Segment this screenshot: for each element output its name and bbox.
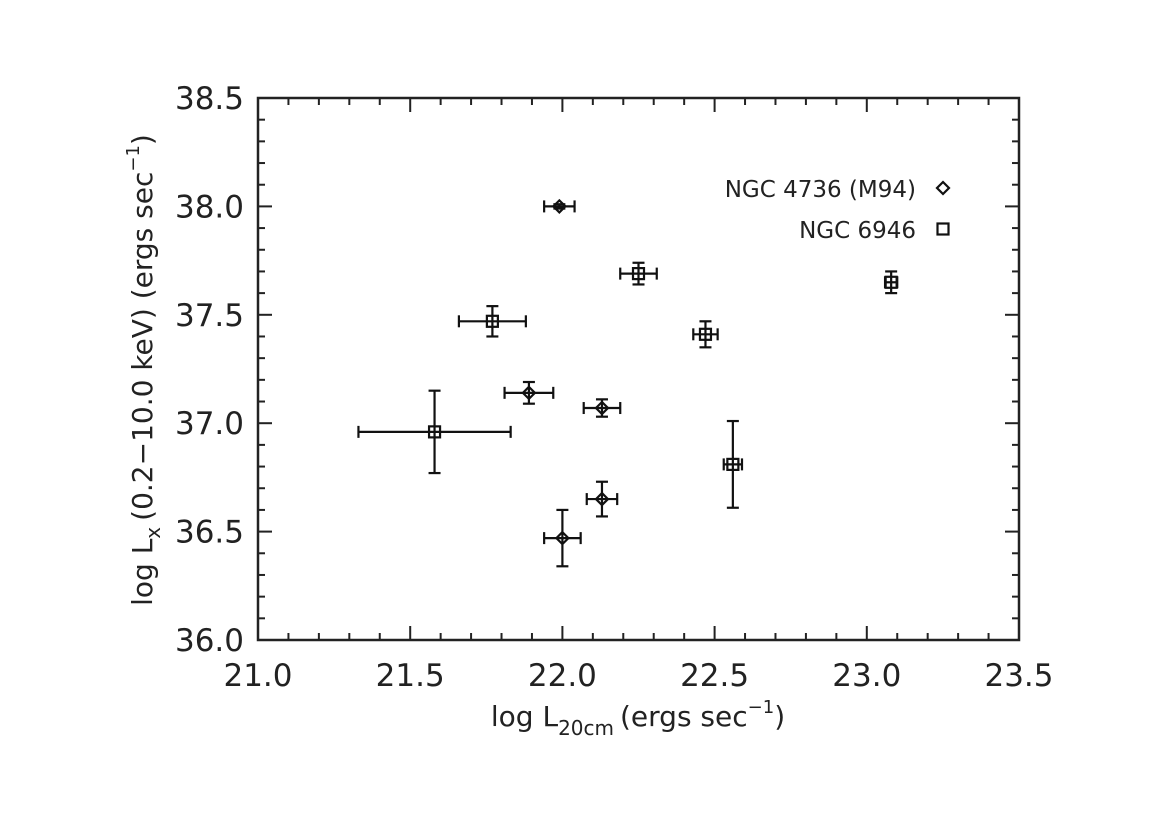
series-1: [357, 261, 899, 509]
y-tick-label: 37.5: [175, 298, 244, 334]
data-point-square: [631, 267, 646, 281]
x-tick-label: 21.5: [376, 658, 445, 694]
legend: NGC 4736 (M94) NGC 6946: [725, 177, 951, 244]
x-axis-label-close: ): [774, 700, 785, 733]
x-tick-label: 23.5: [984, 658, 1053, 694]
x-tick-label: 22.5: [680, 658, 749, 694]
x-axis-label-rest: (ergs sec: [620, 700, 748, 733]
y-axis-label: log Lx (0.2−10.0 keV) (ergs sec−1): [123, 134, 165, 606]
data-point-square: [427, 425, 442, 439]
data-point-square: [884, 275, 898, 289]
plot-frame: [256, 96, 1021, 642]
x-tick-label: 22.0: [528, 658, 597, 694]
x-axis-label: log L20cm (ergs sec−1): [491, 697, 785, 740]
y-tick-label: 38.0: [175, 189, 244, 225]
y-tick-label: 37.0: [175, 406, 244, 442]
x-tick-label: 23.0: [832, 658, 901, 694]
data-points: [357, 198, 899, 568]
x-axis-label-sub: 20cm: [558, 716, 614, 740]
legend-diamond-icon: [935, 180, 951, 196]
legend-label-ngc4736: NGC 4736 (M94): [725, 177, 916, 203]
x-tick-label: 21.0: [223, 658, 292, 694]
y-tick-label: 36.0: [175, 623, 244, 659]
data-point-square: [698, 327, 713, 341]
data-point-diamond: [594, 400, 610, 416]
data-point-diamond: [554, 530, 570, 546]
y-axis-label-exp: −1: [123, 145, 144, 172]
x-axis-label-exp: −1: [748, 697, 775, 718]
x-axis-label-main: log L: [491, 700, 559, 733]
legend-label-ngc6946: NGC 6946: [799, 218, 916, 244]
data-point-square: [726, 457, 740, 471]
data-point-diamond: [551, 198, 567, 214]
y-tick-label: 38.5: [175, 81, 244, 117]
data-point-diamond: [594, 491, 610, 507]
axis-ticks: [257, 97, 1020, 641]
series-0: [503, 198, 622, 568]
y-axis-label-rest: (0.2−10.0 keV) (ergs sec: [126, 172, 159, 521]
y-axis-label-close: ): [126, 134, 159, 145]
legend-square-icon: [936, 222, 950, 236]
tick-labels: 21.0 21.5 22.0 22.5 23.0 23.5 36.0 36.5 37.0 37.5…: [175, 81, 1054, 694]
data-point-diamond: [521, 385, 537, 401]
y-tick-label: 36.5: [175, 515, 244, 551]
data-point-square: [485, 314, 499, 328]
plot-area: [256, 96, 1021, 642]
y-axis-label-sub: x: [141, 527, 165, 539]
y-axis-label-main: log L: [126, 538, 159, 606]
